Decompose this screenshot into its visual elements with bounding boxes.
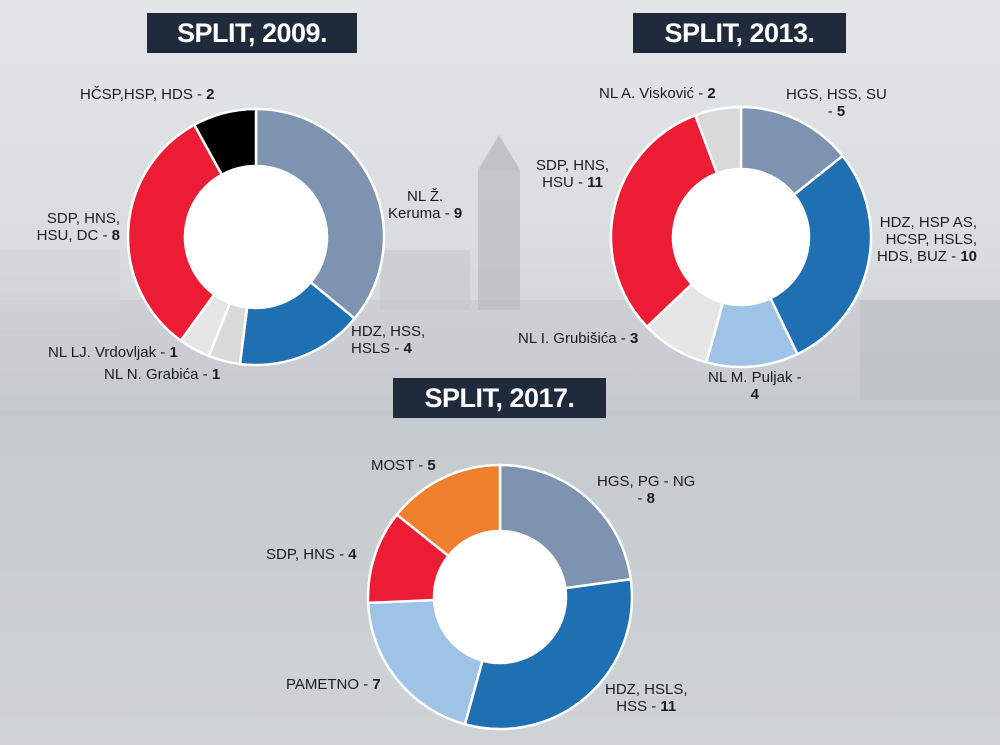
donut-slice-2013-5 (693, 105, 743, 175)
label-2013-puljak: NL M. Puljak -4 (708, 369, 802, 403)
donut-hole (186, 167, 326, 307)
label-2009-grabica: NL N. Grabića - 1 (104, 366, 221, 383)
donut-slice-2017-2 (366, 598, 484, 726)
donut-slice-2017-1 (463, 577, 634, 731)
label-2009-vrdovljak: NL LJ. Vrdovljak - 1 (48, 344, 178, 361)
title-2013: SPLIT, 2013. (633, 13, 846, 53)
label-2017-pametno: PAMETNO - 7 (286, 676, 381, 693)
label-2017-hdz: HDZ, HSLS, HSS - 11 (605, 681, 688, 715)
donut-slice-2009-0 (254, 107, 386, 321)
label-2009-hcsp: HČSP,HSP, HDS - 2 (80, 86, 215, 103)
label-2009-hdz: HDZ, HSS, HSLS - 4 (351, 323, 426, 357)
label-2009-keruma: NL Ž. Keruma - 9 (388, 188, 463, 222)
label-2013-hdz: HDZ, HSP AS, HCSP, HSLS, HDS, BUZ - 10 (876, 214, 977, 265)
donut-hole (435, 532, 565, 662)
title-2017: SPLIT, 2017. (393, 378, 606, 418)
donut-slice-2017-4 (395, 463, 502, 558)
title-2009: SPLIT, 2009. (147, 13, 357, 53)
donut-2017 (366, 463, 634, 731)
donut-slice-2009-5 (192, 107, 258, 177)
label-2017-sdp: SDP, HNS - 4 (266, 546, 357, 563)
donut-slice-2013-4 (609, 113, 719, 329)
label-2013-sdp: SDP, HNS, HSU - 11 (536, 157, 610, 191)
label-2017-hgs: HGS, PG - NG - 8 (597, 473, 696, 507)
donut-2013 (609, 105, 873, 369)
donut-slice-2009-4 (126, 123, 224, 343)
donut-slice-2017-0 (498, 463, 633, 590)
label-2009-sdp: SDP, HNS, HSU, DC - 8 (36, 210, 120, 244)
donut-2009 (126, 107, 386, 367)
label-2013-hgs: HGS, HSS, SU - 5 (786, 86, 887, 120)
label-2017-most: MOST - 5 (371, 457, 436, 474)
donut-slice-2013-1 (768, 154, 873, 356)
label-2013-grubisica: NL I. Grubišića - 3 (518, 330, 639, 347)
donut-hole (674, 170, 808, 304)
label-2013-viskovic: NL A. Visković - 2 (599, 85, 716, 102)
